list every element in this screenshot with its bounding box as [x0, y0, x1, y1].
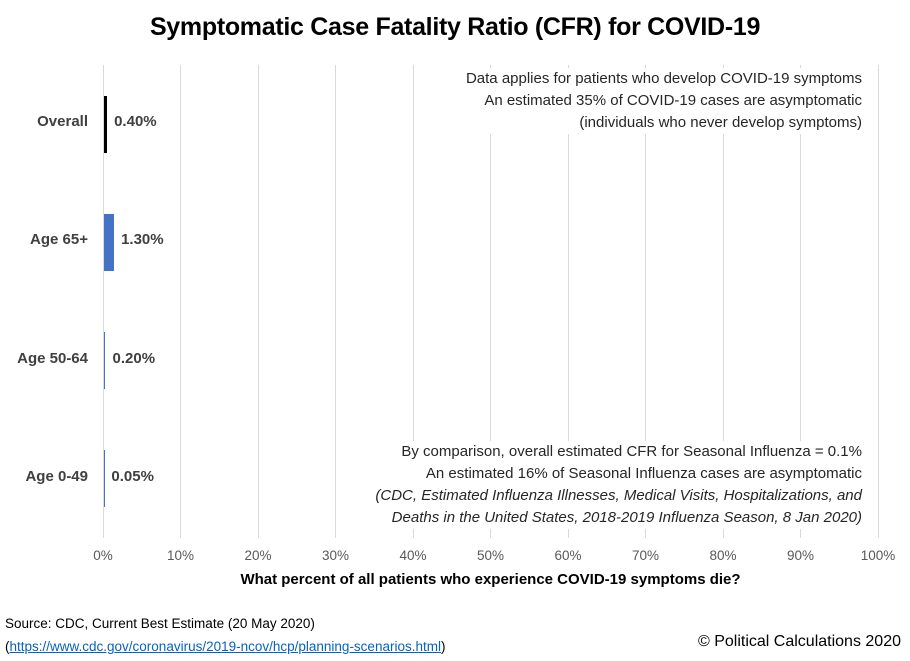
gridline — [102, 65, 104, 538]
source-link-line: (https://www.cdc.gov/coronavirus/2019-nc… — [5, 635, 445, 658]
x-tick-label: 40% — [399, 548, 427, 563]
value-label: 0.05% — [111, 467, 154, 485]
source-link[interactable]: https://www.cdc.gov/coronavirus/2019-nco… — [9, 639, 441, 654]
gridline — [567, 65, 569, 538]
annotation-line: Data applies for patients who develop CO… — [465, 70, 862, 87]
x-tick-label: 70% — [631, 548, 660, 563]
gridline — [335, 65, 336, 538]
gridline — [412, 65, 414, 538]
annotation-influenza-note: By comparison, overall estimated CFR for… — [369, 441, 862, 529]
gridline — [257, 65, 259, 538]
source-note: Source: CDC, Current Best Estimate (20 M… — [5, 612, 445, 658]
value-label: 1.30% — [121, 231, 164, 249]
value-label: 0.40% — [114, 113, 157, 131]
x-tick-label: 30% — [321, 548, 350, 563]
source-line: Source: CDC, Current Best Estimate (20 M… — [5, 616, 315, 631]
copyright-notice: © Political Calculations 2020 — [697, 633, 901, 650]
x-tick-label: 50% — [476, 548, 505, 563]
x-tick-label: 100% — [860, 548, 896, 563]
x-tick-label: 10% — [166, 548, 195, 563]
category-label: Age 0-49 — [25, 467, 88, 485]
category-label: Age 50-64 — [17, 349, 88, 367]
category-label: Age 65+ — [30, 231, 88, 249]
annotation-line: An estimated 35% of COVID-19 cases are a… — [484, 92, 862, 109]
annotation-citation-line: Deaths in the United States, 2018-2019 I… — [391, 509, 862, 526]
chart-title: Symptomatic Case Fatality Ratio (CFR) fo… — [149, 13, 761, 41]
bar — [103, 213, 114, 271]
x-tick-label: 80% — [709, 548, 737, 563]
x-tick-label: 90% — [786, 548, 815, 563]
gridline — [800, 65, 801, 538]
bar — [103, 95, 107, 153]
x-tick-label: 60% — [554, 548, 582, 563]
x-axis-title: What percent of all patients who experie… — [240, 571, 741, 588]
annotation-covid-note: Data applies for patients who develop CO… — [459, 68, 862, 134]
gridline — [722, 65, 724, 538]
gridline — [180, 65, 181, 538]
value-label: 0.20% — [112, 349, 156, 367]
x-tick-label: 20% — [244, 548, 272, 563]
annotation-line: An estimated 16% of Seasonal Influenza c… — [425, 465, 862, 482]
annotation-citation-line: (CDC, Estimated Influenza Illnesses, Med… — [375, 487, 862, 504]
gridline — [490, 65, 491, 538]
bar — [103, 332, 106, 390]
annotation-line: (individuals who never develop symptoms) — [579, 114, 862, 131]
gridline — [877, 65, 879, 538]
link-suffix: ) — [440, 639, 446, 654]
gridline — [645, 65, 646, 538]
x-tick-label: 0% — [93, 548, 113, 563]
link-prefix: ( — [5, 639, 10, 654]
category-label: Overall — [37, 113, 88, 131]
annotation-line: By comparison, overall estimated CFR for… — [401, 443, 862, 460]
